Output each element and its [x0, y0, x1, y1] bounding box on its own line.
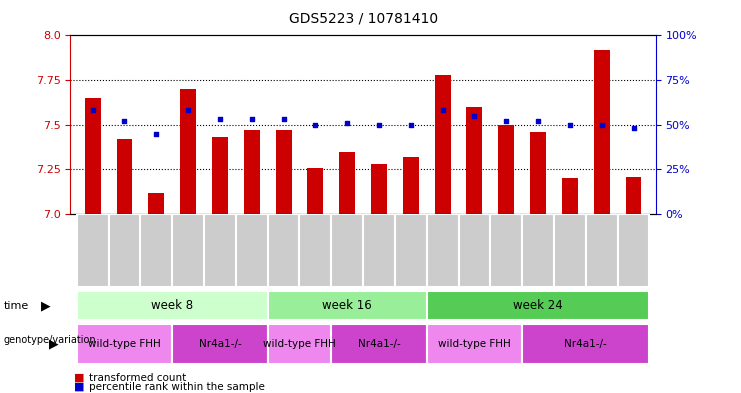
Text: Nr4a1-/-: Nr4a1-/-	[565, 339, 607, 349]
Bar	[427, 214, 459, 287]
Bar	[331, 214, 363, 287]
Text: Nr4a1-/-: Nr4a1-/-	[358, 339, 400, 349]
Point	[405, 122, 416, 128]
Point	[373, 122, 385, 128]
Point	[87, 107, 99, 114]
Bar	[491, 214, 522, 287]
Bar	[268, 324, 331, 364]
Bar	[427, 324, 522, 364]
Bar	[268, 214, 299, 287]
Text: wild-type FHH: wild-type FHH	[438, 339, 511, 349]
Bar	[363, 214, 395, 287]
Point	[596, 122, 608, 128]
Bar	[148, 193, 165, 214]
Bar	[172, 324, 268, 364]
Point	[342, 120, 353, 126]
Bar	[617, 214, 649, 287]
Bar	[498, 125, 514, 214]
Bar	[522, 214, 554, 287]
Point	[150, 130, 162, 137]
Bar	[299, 214, 331, 287]
Text: wild-type FHH: wild-type FHH	[88, 339, 161, 349]
Point	[278, 116, 290, 123]
Bar	[268, 291, 427, 320]
Bar	[331, 324, 427, 364]
Bar	[180, 89, 196, 214]
Bar	[459, 214, 491, 287]
Point	[246, 116, 258, 123]
Point	[436, 107, 448, 114]
Bar	[140, 214, 172, 287]
Text: GDS5223 / 10781410: GDS5223 / 10781410	[288, 12, 438, 26]
Text: week 24: week 24	[514, 299, 563, 312]
Point	[214, 116, 226, 123]
Point	[532, 118, 544, 124]
Bar	[77, 214, 109, 287]
Text: percentile rank within the sample: percentile rank within the sample	[89, 382, 265, 392]
Bar	[77, 291, 268, 320]
Bar	[586, 214, 617, 287]
Bar	[562, 178, 578, 214]
Bar	[236, 214, 268, 287]
Point	[182, 107, 194, 114]
Bar	[522, 324, 649, 364]
Bar	[204, 214, 236, 287]
Bar	[435, 75, 451, 214]
Bar	[395, 214, 427, 287]
Bar	[403, 157, 419, 214]
Text: wild-type FHH: wild-type FHH	[263, 339, 336, 349]
Text: ■: ■	[74, 382, 84, 392]
Bar	[427, 291, 649, 320]
Bar	[244, 130, 259, 214]
Bar	[467, 107, 482, 214]
Point	[468, 113, 480, 119]
Point	[500, 118, 512, 124]
Point	[628, 125, 639, 132]
Text: ■: ■	[74, 373, 84, 383]
Bar	[339, 152, 355, 214]
Bar	[554, 214, 586, 287]
Text: ▶: ▶	[50, 337, 59, 351]
Point	[310, 122, 322, 128]
Bar	[308, 168, 323, 214]
Text: transformed count: transformed count	[89, 373, 186, 383]
Text: Nr4a1-/-: Nr4a1-/-	[199, 339, 242, 349]
Text: week 8: week 8	[151, 299, 193, 312]
Bar	[530, 132, 546, 214]
Text: genotype/variation: genotype/variation	[4, 335, 96, 345]
Bar	[212, 137, 228, 214]
Bar	[594, 50, 610, 214]
Text: week 16: week 16	[322, 299, 372, 312]
Text: ▶: ▶	[41, 299, 50, 312]
Bar	[276, 130, 291, 214]
Bar	[371, 164, 387, 214]
Bar	[625, 176, 642, 214]
Bar	[84, 98, 101, 214]
Bar	[116, 139, 133, 214]
Bar	[77, 324, 172, 364]
Text: time: time	[4, 301, 29, 310]
Bar	[109, 214, 140, 287]
Point	[564, 122, 576, 128]
Bar	[172, 214, 204, 287]
Point	[119, 118, 130, 124]
